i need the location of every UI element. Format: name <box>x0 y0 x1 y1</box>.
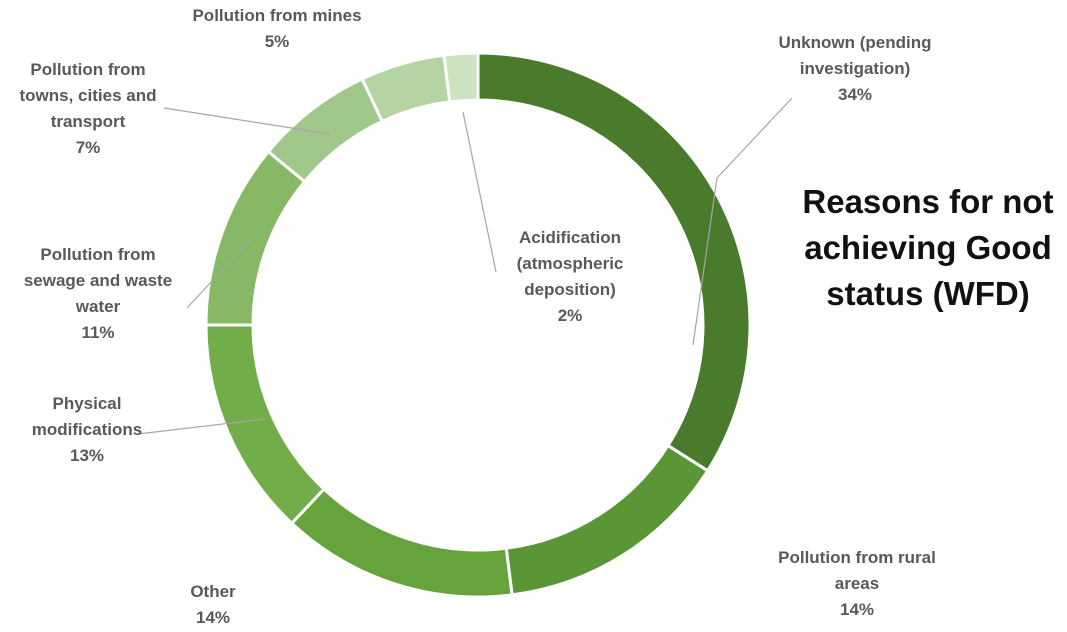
slice-label-line: water <box>75 297 121 316</box>
slice-label-line: transport <box>51 112 126 131</box>
slice-percent: 13% <box>70 446 104 465</box>
leader-line <box>137 418 266 435</box>
slice-label-line: sewage and waste <box>24 271 172 290</box>
slice-percent: 14% <box>196 608 230 627</box>
slice-label-line: Physical <box>53 394 122 413</box>
slice-label: Pollution from towns, cities and transport… <box>20 60 157 157</box>
slice-percent: 5% <box>265 32 290 51</box>
donut-slice <box>289 486 514 599</box>
slice-label: Pollution from rural areas 14% <box>778 548 936 619</box>
slice-label-line: deposition) <box>524 280 616 299</box>
slice-label-line: (atmospheric <box>517 254 624 273</box>
slice-label-line: Pollution from <box>30 60 145 79</box>
slice-label: Physical modifications 13% <box>32 394 143 465</box>
slice-label-line: Unknown (pending <box>779 33 932 52</box>
slice-percent: 14% <box>840 600 874 619</box>
leader-lines <box>137 97 793 435</box>
slice-label-line: Acidification <box>519 228 621 247</box>
leader-line <box>692 97 793 346</box>
slice-label: Unknown (pending investigation) 34% <box>779 33 932 104</box>
slice-label-line: Pollution from rural <box>778 548 936 567</box>
slice-label: Pollution from mines 5% <box>192 6 361 51</box>
donut-slice <box>204 149 307 327</box>
slice-percent: 7% <box>76 138 101 157</box>
chart-title-line: Reasons for not <box>802 183 1053 220</box>
slice-percent: 2% <box>558 306 583 325</box>
slice-label: Pollution from sewage and waste water 11% <box>24 245 172 342</box>
slice-percent: 34% <box>838 85 872 104</box>
slice-label-line: Other <box>190 582 236 601</box>
leader-line <box>163 107 331 135</box>
donut-slice <box>442 51 480 104</box>
donut-slices <box>204 51 752 599</box>
slice-label-line: Pollution from <box>40 245 155 264</box>
slice-labels: Unknown (pending investigation) 34% Polluti… <box>20 6 936 627</box>
chart-title-line: status (WFD) <box>826 275 1029 312</box>
slice-label-line: Pollution from mines <box>192 6 361 25</box>
slice-label: Acidification (atmospheric deposition) 2% <box>517 228 624 325</box>
slice-label-line: areas <box>835 574 879 593</box>
leader-line <box>186 239 251 309</box>
donut-slice <box>504 443 710 597</box>
slice-label-line: investigation) <box>800 59 911 78</box>
slice-percent: 11% <box>81 323 114 342</box>
slice-label: Other 14% <box>190 582 236 627</box>
slice-label-line: towns, cities and <box>20 86 157 105</box>
donut-slice <box>266 76 385 184</box>
chart-title-line: achieving Good <box>804 229 1052 266</box>
slice-label-line: modifications <box>32 420 143 439</box>
chart-title: Reasons for not achieving Good status (WFD… <box>802 183 1053 312</box>
leader-line <box>462 111 497 273</box>
